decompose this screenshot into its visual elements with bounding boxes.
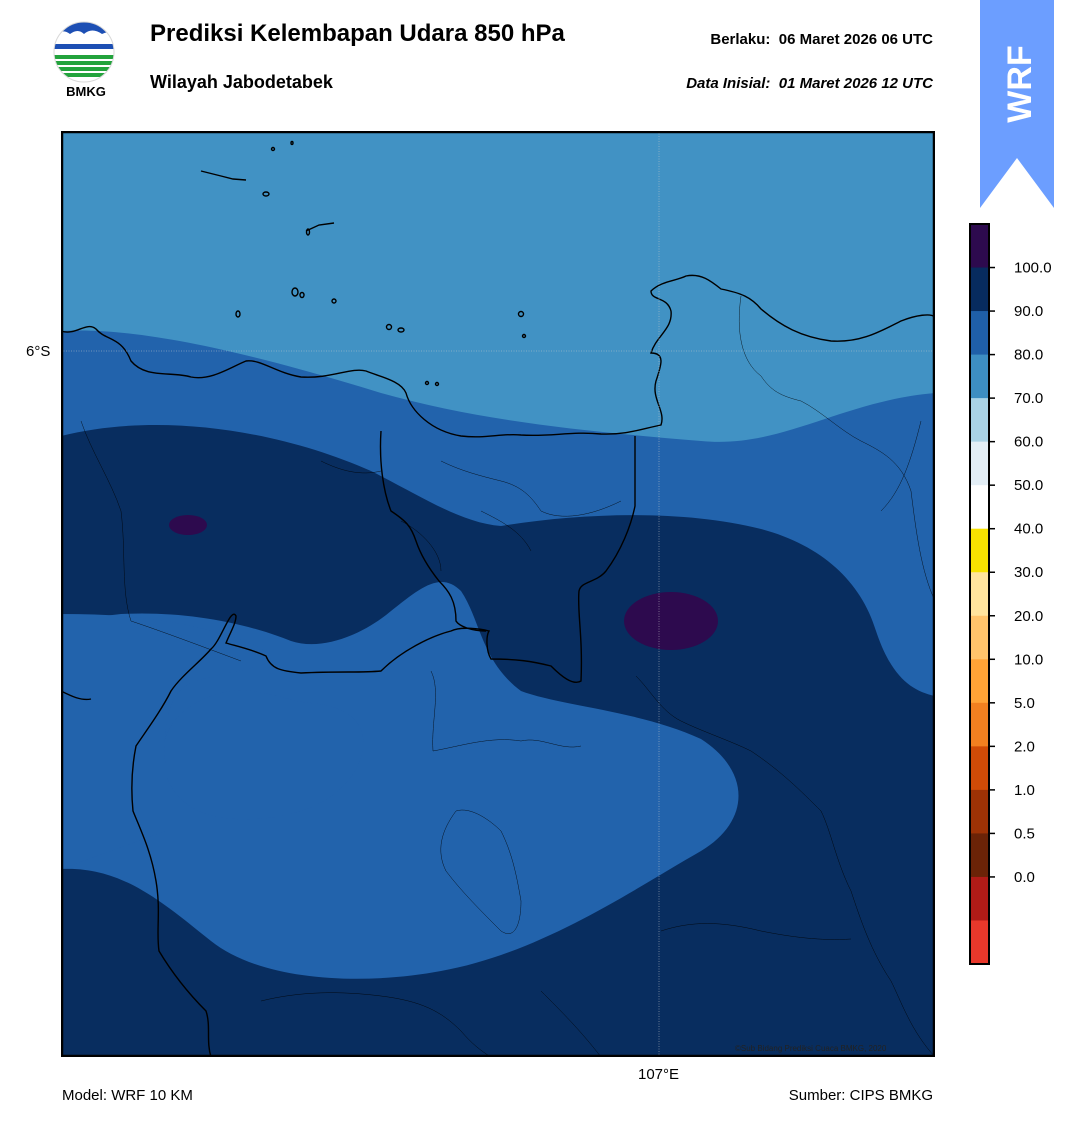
colorbar-segment <box>970 833 989 878</box>
region-subtitle: Wilayah Jabodetabek <box>150 72 333 92</box>
colorbar-segment <box>970 398 989 443</box>
colorbar-label: 90.0 <box>1014 303 1043 320</box>
colorbar-segment <box>970 528 989 573</box>
rh-80-90-lobe <box>163 690 364 820</box>
colorbar-label: 5.0 <box>1014 695 1035 712</box>
init-label: Data Inisial: <box>686 75 771 92</box>
longitude-label: 107°E <box>638 1066 680 1083</box>
colorbar-segment <box>970 572 989 617</box>
valid-time: Berlaku: 06 Maret 2026 06 UTC <box>710 31 933 48</box>
valid-value: 06 Maret 2026 06 UTC <box>778 31 933 48</box>
model-info: Model: WRF 10 KM <box>62 1087 193 1104</box>
colorbar-segment <box>970 746 989 791</box>
map-credit: ©Sub Bidang Prediksi Cuaca BMKG, 2020 <box>735 1044 887 1053</box>
colorbar-label: 60.0 <box>1014 434 1043 451</box>
logo-text: BMKG <box>66 84 106 99</box>
colorbar-frame <box>969 223 990 965</box>
colorbar-label: 50.0 <box>1014 477 1043 494</box>
latitude-label: 6°S <box>26 343 51 360</box>
init-time: Data Inisial: 01 Maret 2026 12 UTC <box>686 75 933 92</box>
colorbar-segment <box>970 789 989 834</box>
colorbar-segment <box>970 267 989 312</box>
wrf-badge: WRF <box>980 0 1054 208</box>
colorbar-segment <box>970 441 989 486</box>
humidity-colorbar: 100.0 90.0 80.0 70.0 60.0 50.0 40.0 30.0 20.0 10.… <box>969 223 1052 965</box>
colorbar-label: 70.0 <box>1014 390 1043 407</box>
chart-title: Prediksi Kelembapan Udara 850 hPa <box>150 20 565 47</box>
rh-100-blob-east <box>624 592 718 650</box>
bmkg-logo-icon <box>53 21 115 83</box>
colorbar-segment <box>970 224 989 269</box>
colorbar-segment <box>970 615 989 660</box>
rh-90-100-region <box>61 424 935 1057</box>
colorbar-label: 20.0 <box>1014 608 1043 625</box>
coastline <box>61 274 935 438</box>
colorbar-label: 0.5 <box>1014 825 1035 842</box>
valid-label: Berlaku: <box>710 31 771 48</box>
colorbar-label: 2.0 <box>1014 738 1035 755</box>
colorbar-segment <box>970 920 989 965</box>
colorbar-label: 40.0 <box>1014 521 1043 538</box>
humidity-map <box>61 131 935 1057</box>
colorbar-segment <box>970 311 989 356</box>
colorbar-label: 100.0 <box>1014 260 1052 277</box>
province-boundary <box>131 436 636 1057</box>
source-info: Sumber: CIPS BMKG <box>788 1087 933 1104</box>
colorbar-label: 80.0 <box>1014 347 1043 364</box>
colorbar-label: 10.0 <box>1014 651 1043 668</box>
colorbar-label: 1.0 <box>1014 782 1035 799</box>
colorbar-label: 30.0 <box>1014 564 1043 581</box>
colorbar-segment <box>970 702 989 747</box>
colorbar-segment <box>970 485 989 530</box>
colorbar-segment <box>970 659 989 704</box>
colorbar-segment <box>970 876 989 921</box>
colorbar-segment <box>970 354 989 399</box>
init-value: 01 Maret 2026 12 UTC <box>778 75 933 92</box>
rh-100-blob-west <box>169 515 207 535</box>
wrf-badge-text: WRF <box>1001 45 1039 122</box>
colorbar-label: 0.0 <box>1014 869 1035 886</box>
